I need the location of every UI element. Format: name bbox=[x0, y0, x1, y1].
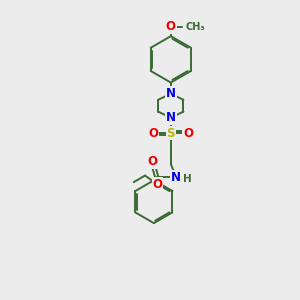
Text: N: N bbox=[166, 87, 176, 100]
Text: N: N bbox=[166, 111, 176, 124]
Text: O: O bbox=[166, 20, 176, 33]
Text: N: N bbox=[171, 171, 181, 184]
Text: H: H bbox=[183, 173, 191, 184]
Text: O: O bbox=[152, 178, 163, 191]
Text: O: O bbox=[148, 127, 159, 140]
Text: O: O bbox=[147, 155, 158, 168]
Text: S: S bbox=[167, 127, 175, 140]
Text: O: O bbox=[183, 127, 193, 140]
Text: CH₃: CH₃ bbox=[186, 22, 205, 32]
